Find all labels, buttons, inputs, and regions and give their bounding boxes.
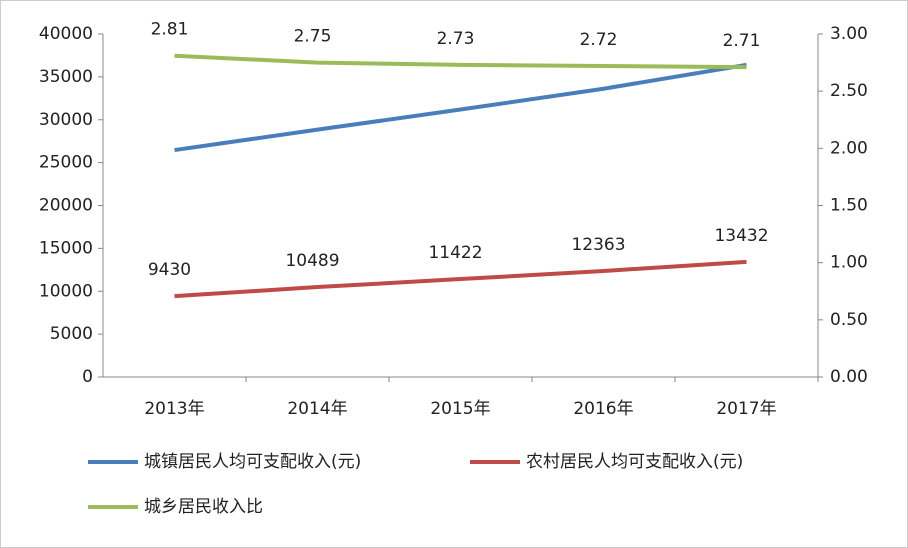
- x-tick-label: 2013年: [144, 399, 204, 419]
- y-tick-label: 30000: [39, 110, 93, 130]
- series-line: [174, 259, 747, 299]
- data-label: 2.75: [294, 27, 332, 47]
- y-tick-label: 20000: [39, 196, 93, 216]
- data-label: 13432: [714, 226, 768, 246]
- y2-tick-label: 1.00: [830, 253, 868, 273]
- y2-tick-label: 0.50: [830, 310, 868, 330]
- x-tick-label: 2015年: [430, 399, 490, 419]
- data-label: 11422: [428, 243, 482, 263]
- data-label: 9430: [148, 260, 191, 280]
- y2-tick-label: 1.50: [830, 196, 868, 216]
- y2-tick-label: 2.00: [830, 138, 868, 158]
- x-tick-label: 2016年: [573, 399, 633, 419]
- legend-label: 城镇居民人均可支配收入(元): [144, 452, 361, 472]
- x-tick-label: 2014年: [287, 399, 347, 419]
- legend-label: 城乡居民收入比: [144, 497, 263, 517]
- y-tick-label: 10000: [39, 281, 93, 301]
- y-tick-label: 0: [82, 367, 93, 387]
- y-tick-label: 5000: [50, 324, 93, 344]
- data-label: 10489: [285, 251, 339, 271]
- y-tick-label: 25000: [39, 153, 93, 173]
- y2-tick-label: 2.50: [830, 81, 868, 101]
- data-label: 2.81: [151, 20, 189, 40]
- data-label: 12363: [571, 235, 625, 255]
- data-label: 2.72: [580, 30, 618, 50]
- y-tick-label: 40000: [39, 24, 93, 44]
- y2-tick-label: 0.00: [830, 367, 868, 387]
- series-line: [174, 53, 747, 70]
- legend-label: 农村居民人均可支配收入(元): [526, 452, 743, 472]
- data-label: 2.73: [437, 29, 475, 49]
- series-line: [174, 62, 747, 153]
- y2-tick-label: 3.00: [830, 24, 868, 44]
- data-label: 2.71: [723, 31, 761, 51]
- y-tick-label: 35000: [39, 67, 93, 87]
- x-tick-label: 2017年: [716, 399, 776, 419]
- y-tick-label: 15000: [39, 238, 93, 258]
